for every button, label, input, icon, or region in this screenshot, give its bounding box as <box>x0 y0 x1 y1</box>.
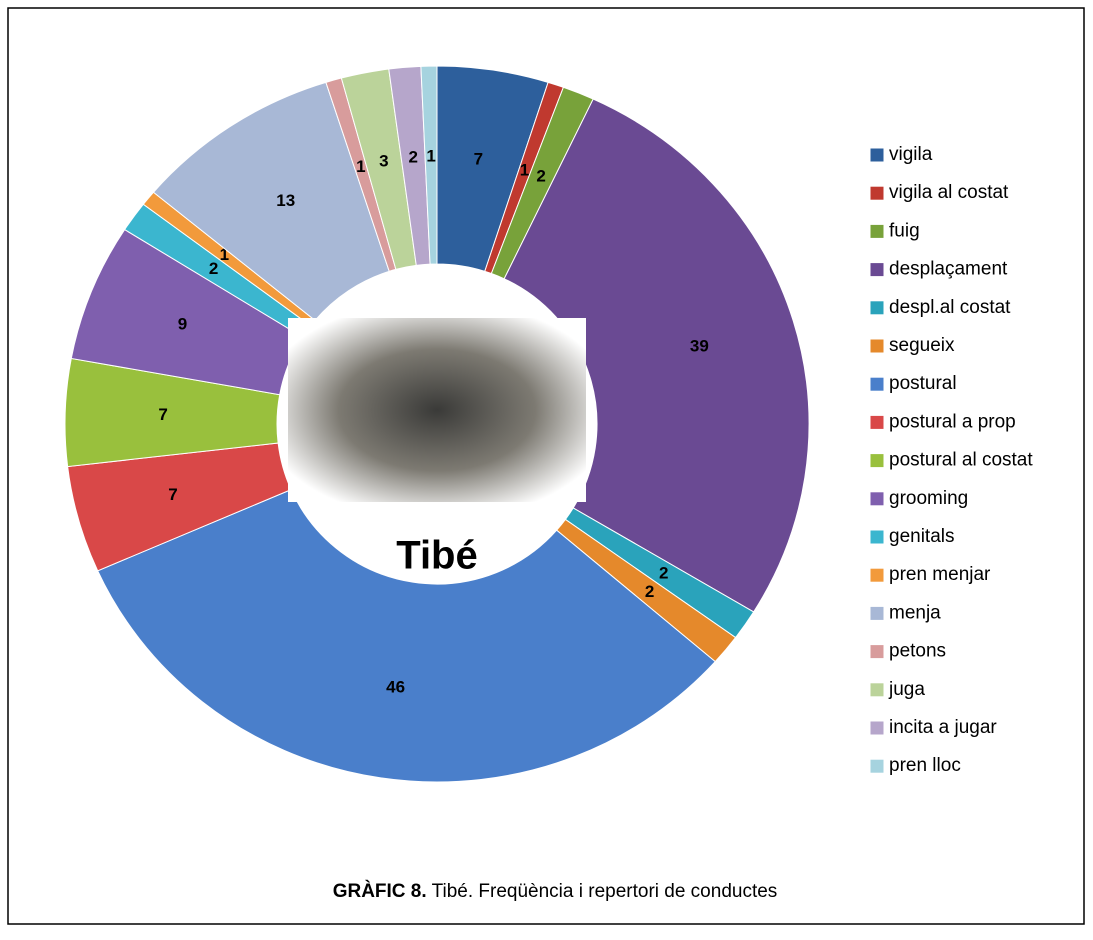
data-label: 13 <box>276 191 295 210</box>
slice <box>420 65 438 265</box>
caption-label: GRÀFIC 8. <box>333 880 427 902</box>
legend-label: juga <box>888 679 925 700</box>
legend-swatch <box>869 147 885 163</box>
data-label: 1 <box>356 157 365 176</box>
legend-swatch <box>869 491 885 507</box>
legend-swatch <box>869 453 885 469</box>
legend-label: postural <box>889 373 957 394</box>
caption: GRÀFIC 8. Tibé. Freqüència i repertori d… <box>333 880 778 902</box>
data-label: 2 <box>409 147 418 166</box>
data-label: 7 <box>158 405 167 424</box>
data-label: 2 <box>645 582 654 601</box>
legend-swatch <box>869 644 885 660</box>
data-label: 2 <box>659 563 668 582</box>
data-label: 7 <box>474 150 483 169</box>
caption-text: Tibé. Freqüència i repertori de conducte… <box>432 881 778 902</box>
legend-swatch <box>869 223 885 239</box>
legend-label: petons <box>889 641 946 662</box>
data-label: 1 <box>220 245 229 264</box>
legend-label: menja <box>889 602 941 623</box>
legend-label: pren lloc <box>889 755 961 776</box>
legend-label: fuig <box>889 220 920 241</box>
legend-label: segueix <box>889 335 955 356</box>
legend-label: despl.al costat <box>889 297 1011 318</box>
data-label: 2 <box>536 167 545 186</box>
legend-label: postural a prop <box>889 411 1016 432</box>
data-label: 1 <box>426 147 435 166</box>
legend-label: grooming <box>889 488 968 509</box>
slice <box>97 488 716 783</box>
legend-swatch <box>869 567 885 583</box>
legend-swatch <box>869 300 885 316</box>
data-label: 2 <box>209 259 218 278</box>
legend-label: postural al costat <box>889 450 1033 471</box>
slice <box>152 81 390 322</box>
legend-swatch <box>869 338 885 354</box>
legend-label: pren menjar <box>889 564 991 585</box>
photo <box>288 318 586 502</box>
legend-label: vigila <box>889 144 933 165</box>
legend-swatch <box>869 720 885 736</box>
legend-label: genitals <box>889 526 955 547</box>
data-label: 3 <box>379 152 388 171</box>
center-label: Tibé <box>396 534 478 578</box>
legend: vigila vigila al costat fuig desplaçament de… <box>869 144 1033 776</box>
legend-label: desplaçament <box>889 259 1008 280</box>
legend-swatch <box>869 376 885 392</box>
data-label: 1 <box>520 160 529 179</box>
legend-swatch <box>869 682 885 698</box>
legend-swatch <box>869 185 885 201</box>
legend-swatch <box>869 605 885 621</box>
data-label: 39 <box>690 336 709 355</box>
legend-swatch <box>869 758 885 774</box>
legend-swatch <box>869 262 885 278</box>
legend-swatch <box>869 414 885 430</box>
legend-label: vigila al costat <box>889 182 1009 203</box>
legend-swatch <box>869 529 885 545</box>
legend-label: incita a jugar <box>889 717 997 738</box>
data-label: 7 <box>168 485 177 504</box>
data-label: 9 <box>178 315 187 334</box>
data-label: 46 <box>386 677 405 696</box>
